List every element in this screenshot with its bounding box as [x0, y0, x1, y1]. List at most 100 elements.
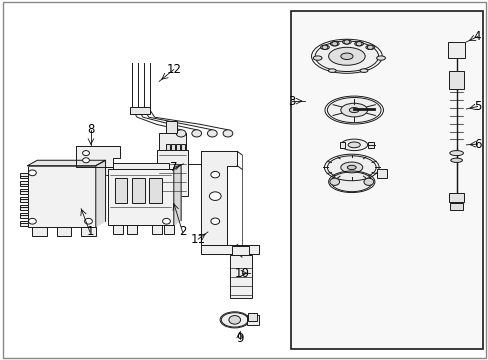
Circle shape: [228, 316, 240, 324]
Ellipse shape: [359, 69, 367, 72]
Polygon shape: [76, 146, 120, 167]
Bar: [248, 314, 257, 320]
Bar: [176, 144, 180, 149]
Bar: [20, 205, 27, 210]
Ellipse shape: [328, 47, 365, 65]
Bar: [32, 226, 47, 235]
Ellipse shape: [340, 139, 367, 150]
Ellipse shape: [320, 45, 329, 49]
Circle shape: [331, 41, 337, 46]
Bar: [367, 142, 373, 148]
Bar: [115, 178, 127, 203]
Circle shape: [210, 218, 219, 225]
Text: 6: 6: [473, 138, 480, 150]
Circle shape: [82, 150, 89, 156]
Ellipse shape: [313, 56, 322, 60]
Circle shape: [210, 171, 219, 178]
Bar: [27, 166, 96, 226]
Ellipse shape: [315, 41, 378, 72]
Circle shape: [82, 158, 89, 163]
Text: 1: 1: [86, 225, 94, 238]
Bar: [246, 315, 259, 325]
Text: 4: 4: [473, 30, 480, 43]
Text: 11: 11: [190, 233, 205, 246]
Bar: [229, 255, 251, 298]
Bar: [448, 71, 464, 89]
Ellipse shape: [450, 158, 462, 162]
Circle shape: [363, 178, 373, 185]
Text: 5: 5: [473, 100, 480, 113]
Bar: [232, 246, 249, 255]
Text: 12: 12: [166, 63, 181, 76]
Bar: [149, 178, 161, 203]
Bar: [20, 173, 27, 178]
Ellipse shape: [221, 313, 247, 327]
Bar: [165, 121, 177, 134]
Ellipse shape: [328, 69, 335, 72]
Ellipse shape: [340, 103, 367, 117]
Circle shape: [223, 130, 232, 137]
Bar: [447, 42, 465, 58]
Bar: [132, 178, 144, 203]
Ellipse shape: [376, 56, 385, 60]
Circle shape: [191, 130, 201, 137]
Bar: [449, 203, 462, 211]
Ellipse shape: [340, 162, 362, 173]
Circle shape: [355, 41, 361, 46]
Circle shape: [28, 219, 36, 224]
Ellipse shape: [348, 108, 358, 113]
Circle shape: [322, 45, 327, 49]
Polygon shape: [200, 244, 259, 253]
Bar: [20, 189, 27, 194]
Ellipse shape: [327, 98, 380, 123]
Bar: [108, 169, 173, 225]
Ellipse shape: [342, 40, 350, 44]
Bar: [159, 134, 185, 149]
Ellipse shape: [365, 45, 374, 49]
Text: 8: 8: [87, 123, 94, 136]
Bar: [57, 226, 71, 235]
Bar: [130, 107, 150, 114]
Bar: [20, 197, 27, 202]
Circle shape: [176, 130, 185, 137]
Bar: [152, 225, 161, 234]
Circle shape: [329, 178, 339, 185]
Bar: [163, 225, 173, 234]
Ellipse shape: [449, 150, 463, 156]
Bar: [166, 144, 170, 149]
Circle shape: [343, 40, 349, 44]
Ellipse shape: [327, 156, 375, 179]
Bar: [20, 213, 27, 218]
Circle shape: [209, 192, 221, 201]
Polygon shape: [173, 165, 181, 225]
Text: 7: 7: [170, 161, 177, 174]
Polygon shape: [27, 160, 105, 166]
Bar: [171, 144, 175, 149]
Polygon shape: [96, 160, 105, 226]
Circle shape: [207, 130, 217, 137]
Ellipse shape: [330, 41, 338, 46]
Circle shape: [28, 170, 36, 176]
Text: 3: 3: [288, 95, 295, 108]
Bar: [113, 225, 122, 234]
Ellipse shape: [347, 142, 360, 148]
Ellipse shape: [346, 165, 355, 170]
Text: 2: 2: [179, 225, 186, 238]
Ellipse shape: [340, 53, 352, 59]
Bar: [113, 163, 168, 169]
Circle shape: [162, 219, 170, 224]
Bar: [157, 149, 188, 196]
Polygon shape: [200, 151, 237, 244]
Ellipse shape: [330, 172, 372, 192]
Text: 9: 9: [235, 332, 243, 345]
Bar: [127, 225, 137, 234]
Bar: [20, 181, 27, 186]
Bar: [181, 144, 184, 149]
Bar: [290, 12, 483, 348]
Bar: [81, 226, 96, 235]
Bar: [376, 169, 386, 178]
Bar: [76, 167, 113, 175]
Bar: [339, 142, 345, 148]
Circle shape: [366, 45, 372, 49]
Bar: [20, 221, 27, 226]
